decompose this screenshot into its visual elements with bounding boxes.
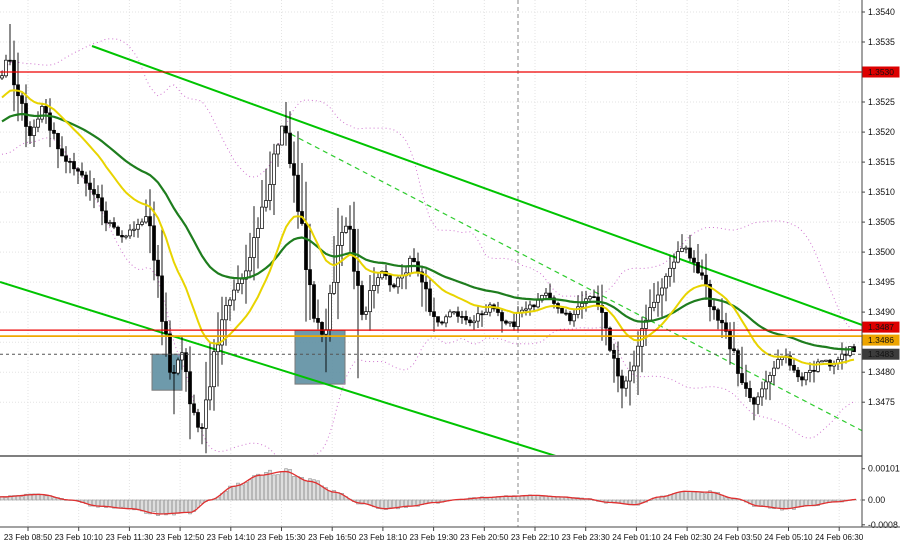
oscillator-axis-label: 0.00101: [868, 464, 900, 474]
price-axis-label: 1.3505: [868, 217, 895, 227]
price-badge-1.3487: 1.3487: [862, 321, 900, 333]
oscillator-axis-label: -0.0008: [868, 520, 898, 530]
highlight-box[interactable]: [294, 329, 346, 385]
price-axis-label: 1.3500: [868, 247, 895, 257]
trendline-1[interactable]: [91, 45, 898, 338]
axis-panel: [862, 0, 900, 544]
time-axis-label: 23 Feb 23:30: [562, 533, 611, 542]
price-badge-1.3530: 1.3530: [862, 66, 900, 78]
oscillator-pane[interactable]: [0, 468, 862, 516]
time-axis-label: 23 Feb 15:30: [257, 533, 306, 542]
oscillator-axis-label: 0.00: [868, 495, 885, 505]
time-axis-label: 23 Feb 19:30: [409, 533, 458, 542]
time-axis-label: 24 Feb 02:30: [663, 533, 712, 542]
time-axis-label: 23 Feb 12:50: [156, 533, 205, 542]
price-axis-label: 1.3510: [868, 187, 895, 197]
trendline-2[interactable]: [0, 281, 575, 462]
time-axis-label: 23 Feb 11:30: [106, 533, 154, 542]
price-axis-label: 1.3490: [868, 307, 895, 317]
time-axis-label: 23 Feb 20:50: [460, 533, 509, 542]
price-axis[interactable]: 1.3540 1.3535 1.3525 1.3520 1.3515 1.3510 1.35…: [861, 0, 900, 544]
time-axis-label: 24 Feb 01:10: [612, 533, 661, 542]
time-axis-label: 23 Feb 18:10: [359, 533, 408, 542]
svg-text:1.3530: 1.3530: [868, 67, 894, 77]
price-axis-label: 1.3540: [868, 7, 895, 17]
horizontal-levels: [0, 71, 862, 355]
bollinger-lower-line: [1, 137, 855, 456]
time-axis-label: 24 Feb 03:50: [714, 533, 763, 542]
pane-separator: [0, 455, 900, 457]
price-axis-label: 1.3495: [868, 277, 895, 287]
time-axis-label: 23 Feb 22:10: [511, 533, 560, 542]
oscillator-signal-line: [0, 470, 857, 515]
time-axis[interactable]: 23 Feb 08:50 23 Feb 10:10 23 Feb 11:30 23 F…: [0, 526, 900, 542]
ma-slow-line: [1, 112, 855, 351]
candles-layer: [0, 24, 856, 454]
svg-text:1.3487: 1.3487: [868, 322, 894, 332]
price-badge-1.3486: 1.3486: [862, 334, 900, 346]
time-axis-label: 24 Feb 06:30: [815, 533, 864, 542]
time-axis-label: 23 Feb 16:50: [308, 533, 357, 542]
price-axis-label: 1.3520: [868, 127, 895, 137]
grid-layer: [0, 0, 862, 527]
time-axis-label: 23 Feb 08:50: [4, 533, 53, 542]
price-axis-label: 1.3515: [868, 157, 895, 167]
moving-averages: [1, 89, 855, 366]
price-badge-1.3483: 1.3483: [862, 348, 900, 360]
price-axis-label: 1.3525: [868, 97, 895, 107]
bollinger-bands: [1, 38, 855, 456]
price-axis-label: 1.3475: [868, 397, 895, 407]
svg-text:1.3486: 1.3486: [868, 335, 894, 345]
trendline-3[interactable]: [282, 129, 880, 440]
time-axis-label: 23 Feb 10:10: [55, 533, 104, 542]
time-axis-label: 23 Feb 14:10: [207, 533, 256, 542]
ma-fast-line: [1, 89, 855, 366]
price-axis-label: 1.3480: [868, 367, 895, 377]
price-axis-label: 1.3535: [868, 37, 895, 47]
svg-text:1.3483: 1.3483: [868, 349, 894, 359]
trendlines: [0, 45, 898, 462]
time-axis-label: 24 Feb 05:10: [764, 533, 813, 542]
